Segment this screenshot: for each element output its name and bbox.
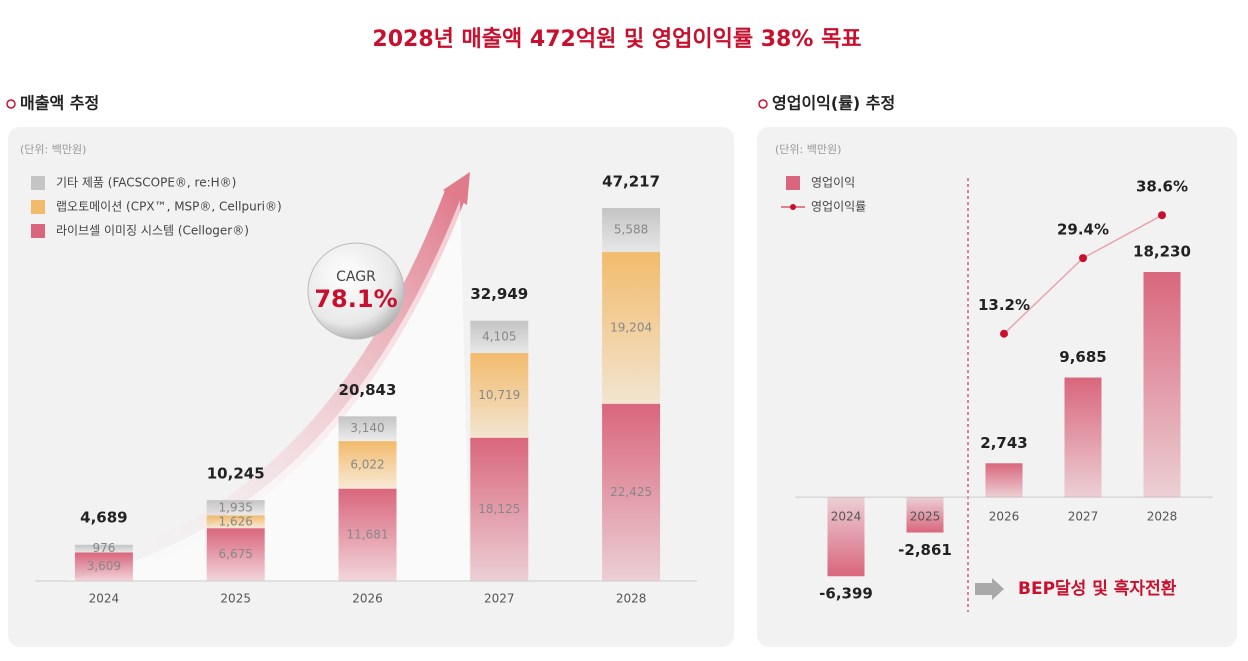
total-label: 20,843 [339, 381, 397, 399]
value-label: 5,588 [614, 223, 648, 237]
bar-segment [74, 552, 133, 581]
x-tick-label: 2025 [910, 510, 941, 524]
bullet [6, 99, 16, 109]
line-point [1079, 254, 1087, 263]
value-label: 11,681 [347, 527, 389, 541]
legend-swatch [31, 176, 45, 190]
total-label: 10,245 [207, 465, 265, 483]
bar [1143, 271, 1181, 498]
legend-label: 기타 제품 (FACSCOPE®, re:H®) [56, 176, 236, 190]
line-point [1158, 211, 1166, 220]
legend-swatch [31, 200, 45, 214]
value-label: -6,399 [819, 585, 873, 603]
bar-segment [206, 500, 265, 516]
value-label: 13.2% [978, 296, 1030, 314]
value-label: 18,125 [478, 502, 520, 516]
bar-segment [338, 441, 397, 489]
bar-segment [602, 403, 661, 581]
bar [906, 497, 944, 533]
value-label: 19,204 [610, 320, 652, 334]
bar-segment [470, 437, 529, 581]
value-label: 9,685 [1059, 348, 1106, 366]
legend-label: 영업이익 [811, 176, 855, 190]
cagr-arrowhead [443, 172, 470, 205]
legend-swatch [31, 224, 45, 238]
x-tick-label: 2028 [1147, 510, 1178, 524]
x-tick-label: 2026 [989, 510, 1020, 524]
value-label: 2,743 [980, 434, 1027, 452]
bar [985, 463, 1023, 498]
value-label: 1,626 [219, 514, 253, 528]
value-label: 4,105 [482, 329, 516, 343]
value-label: 38.6% [1136, 178, 1188, 196]
x-tick-label: 2026 [352, 592, 383, 606]
chart-title: 매출액 추정 [20, 94, 99, 113]
x-tick-label: 2025 [220, 592, 251, 606]
bep-arrow [975, 578, 1004, 600]
bar-segment [602, 252, 661, 404]
bar-segment [470, 353, 529, 438]
bar-segment [338, 488, 397, 581]
value-label: 976 [92, 541, 115, 555]
value-label: 10,719 [478, 388, 520, 402]
cagr-value: 78.1% [314, 285, 397, 313]
bar [827, 497, 865, 577]
bar-segment [338, 416, 397, 442]
bep-note: BEP달성 및 흑자전환 [1018, 578, 1177, 599]
bar-segment [602, 207, 661, 253]
panel [757, 127, 1237, 647]
value-label: 22,425 [610, 485, 652, 499]
line-point [1000, 329, 1008, 338]
bar-segment [470, 320, 529, 354]
value-label: 3,609 [87, 559, 121, 573]
page-title: 2028년 매출액 472억원 및 영업이익률 38% 목표 [372, 27, 861, 52]
legend-label: 라이브셀 이미징 시스템 (Celloger®) [56, 224, 249, 238]
value-label: 6,675 [219, 547, 253, 561]
unit-label: (단위: 백만원) [20, 143, 86, 156]
chart-title: 영업이익(률) 추정 [772, 94, 895, 113]
value-label: -2,861 [898, 541, 952, 559]
value-label: 18,230 [1133, 242, 1191, 260]
x-tick-label: 2024 [831, 510, 862, 524]
cagr-arrow [67, 191, 466, 589]
total-label: 32,949 [470, 285, 528, 303]
x-tick-label: 2027 [484, 592, 515, 606]
unit-label: (단위: 백만원) [775, 143, 841, 156]
bar-segment [74, 544, 133, 553]
legend-swatch [786, 176, 800, 190]
bar-segment [206, 515, 265, 529]
value-label: 6,022 [350, 457, 384, 471]
total-label: 4,689 [80, 508, 127, 526]
x-tick-label: 2028 [616, 592, 647, 606]
bar-segment [206, 528, 265, 581]
value-label: 1,935 [219, 500, 253, 514]
x-tick-label: 2024 [89, 592, 120, 606]
value-label: 3,140 [350, 421, 384, 435]
x-tick-label: 2027 [1068, 510, 1099, 524]
legend-label: 랩오토메이션 (CPX™, MSP®, Cellpuri®) [56, 200, 282, 214]
cagr-badge [307, 242, 405, 340]
legend-swatch [790, 204, 796, 210]
value-label: 29.4% [1057, 221, 1109, 239]
bar [1064, 377, 1102, 498]
total-label: 47,217 [602, 172, 660, 190]
cagr-label: CAGR [336, 269, 376, 285]
bullet [758, 99, 768, 109]
legend-label: 영업이익률 [811, 200, 866, 214]
